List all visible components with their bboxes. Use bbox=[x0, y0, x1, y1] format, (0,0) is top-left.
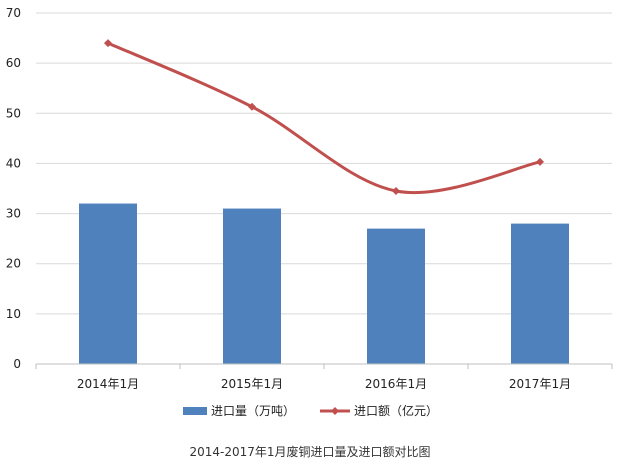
y-tick-label: 20 bbox=[6, 257, 21, 271]
y-tick-label: 0 bbox=[13, 357, 21, 371]
line-point-marker bbox=[104, 39, 112, 48]
x-axis: 2014年1月 2015年1月 2016年1月 2017年1月 bbox=[35, 363, 613, 391]
y-tick-label: 50 bbox=[6, 106, 21, 120]
legend-label: 进口量（万吨） bbox=[211, 404, 295, 418]
line-point-marker bbox=[392, 187, 400, 196]
y-tick-label: 40 bbox=[6, 156, 21, 170]
y-axis-ticks: 0 10 20 30 40 50 60 70 bbox=[6, 6, 21, 371]
line-series bbox=[104, 39, 544, 196]
line-point-marker bbox=[536, 157, 544, 166]
line-path bbox=[107, 41, 541, 194]
bar bbox=[223, 208, 281, 364]
legend-swatch-bar bbox=[183, 407, 207, 415]
x-tick-label: 2014年1月 bbox=[77, 377, 139, 391]
bar bbox=[79, 203, 137, 364]
y-tick-label: 10 bbox=[6, 307, 21, 321]
bar-series bbox=[79, 203, 569, 364]
line-point-marker bbox=[248, 102, 256, 111]
y-tick-label: 60 bbox=[6, 56, 21, 70]
y-tick-label: 30 bbox=[6, 207, 21, 221]
bar bbox=[367, 228, 425, 364]
chart-caption: 2014-2017年1月废铜进口量及进口额对比图 bbox=[189, 444, 430, 459]
legend-marker bbox=[331, 407, 339, 415]
bar bbox=[511, 223, 569, 364]
y-tick-label: 70 bbox=[6, 6, 21, 20]
legend-label: 进口额（亿元） bbox=[354, 403, 438, 418]
x-tick-label: 2016年1月 bbox=[365, 377, 427, 391]
legend: 进口量（万吨） 进口额（亿元） bbox=[183, 403, 438, 418]
x-tick-label: 2017年1月 bbox=[509, 377, 571, 391]
x-tick-label: 2015年1月 bbox=[221, 377, 283, 391]
